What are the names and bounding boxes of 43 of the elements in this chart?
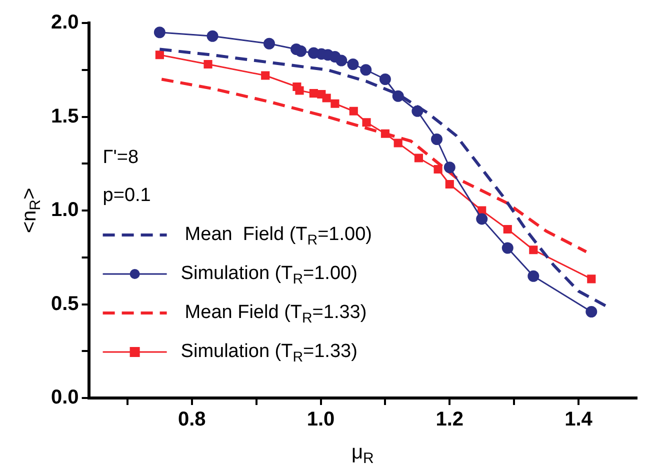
x-tick-label: 1.2: [436, 408, 464, 431]
point: [434, 164, 442, 174]
annotation: Γ'=8: [102, 147, 139, 168]
point: [336, 54, 348, 66]
point: [309, 89, 318, 98]
point: [476, 213, 488, 225]
point: [392, 90, 404, 102]
point: [379, 74, 391, 85]
point: [330, 99, 340, 108]
point: [529, 246, 538, 254]
y-axis-title: <nR>: [18, 188, 44, 234]
x-tick-label: 0.8: [178, 408, 206, 431]
y-tick-label: 0.0: [50, 386, 79, 409]
point: [431, 134, 442, 145]
point: [347, 58, 359, 70]
point: [502, 242, 514, 254]
point: [586, 306, 598, 318]
x-tick-label: 1.0: [306, 408, 335, 431]
x-tick-label: 1.4: [564, 408, 594, 431]
point: [528, 270, 540, 282]
point: [206, 30, 218, 42]
point: [349, 106, 358, 116]
point: [263, 38, 275, 50]
point: [394, 138, 402, 148]
point: [154, 26, 166, 38]
point: [414, 154, 423, 162]
y-tick-label: 1.5: [50, 105, 79, 128]
annotation: p=0.1: [102, 185, 151, 206]
point: [587, 274, 596, 284]
point: [503, 224, 512, 234]
point: [322, 94, 331, 102]
point: [295, 45, 307, 57]
point: [261, 71, 270, 80]
point: [155, 50, 164, 60]
y-tick-label: 1.0: [50, 199, 79, 222]
y-tick-label: 0.5: [50, 292, 79, 315]
y-tick-label: 2.0: [50, 12, 79, 34]
point: [444, 162, 456, 174]
point: [204, 60, 212, 69]
point: [362, 118, 371, 127]
point: [295, 86, 304, 95]
point: [360, 64, 372, 76]
point: [445, 180, 454, 189]
